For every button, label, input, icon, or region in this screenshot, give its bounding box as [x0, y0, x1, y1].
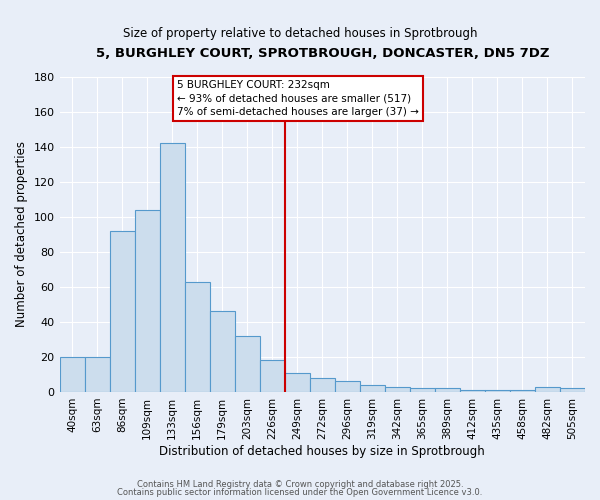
Bar — [285, 372, 310, 392]
Bar — [209, 312, 235, 392]
Bar — [335, 382, 360, 392]
Title: 5, BURGHLEY COURT, SPROTBROUGH, DONCASTER, DN5 7DZ: 5, BURGHLEY COURT, SPROTBROUGH, DONCASTE… — [95, 48, 549, 60]
Text: 5 BURGHLEY COURT: 232sqm
← 93% of detached houses are smaller (517)
7% of semi-d: 5 BURGHLEY COURT: 232sqm ← 93% of detach… — [177, 80, 419, 117]
Text: Contains public sector information licensed under the Open Government Licence v3: Contains public sector information licen… — [118, 488, 482, 497]
Text: Contains HM Land Registry data © Crown copyright and database right 2025.: Contains HM Land Registry data © Crown c… — [137, 480, 463, 489]
Y-axis label: Number of detached properties: Number of detached properties — [15, 142, 28, 328]
Bar — [260, 360, 285, 392]
Bar — [110, 231, 134, 392]
Bar — [360, 385, 385, 392]
Bar — [235, 336, 260, 392]
Bar — [160, 144, 185, 392]
Bar — [310, 378, 335, 392]
Bar — [385, 386, 410, 392]
Bar — [59, 357, 85, 392]
Text: Size of property relative to detached houses in Sprotbrough: Size of property relative to detached ho… — [123, 28, 477, 40]
Bar — [510, 390, 535, 392]
Bar — [485, 390, 510, 392]
Bar — [435, 388, 460, 392]
Bar — [85, 357, 110, 392]
Bar — [134, 210, 160, 392]
Bar — [185, 282, 209, 392]
Bar — [460, 390, 485, 392]
Bar — [535, 386, 560, 392]
X-axis label: Distribution of detached houses by size in Sprotbrough: Distribution of detached houses by size … — [160, 444, 485, 458]
Bar — [410, 388, 435, 392]
Bar — [560, 388, 585, 392]
